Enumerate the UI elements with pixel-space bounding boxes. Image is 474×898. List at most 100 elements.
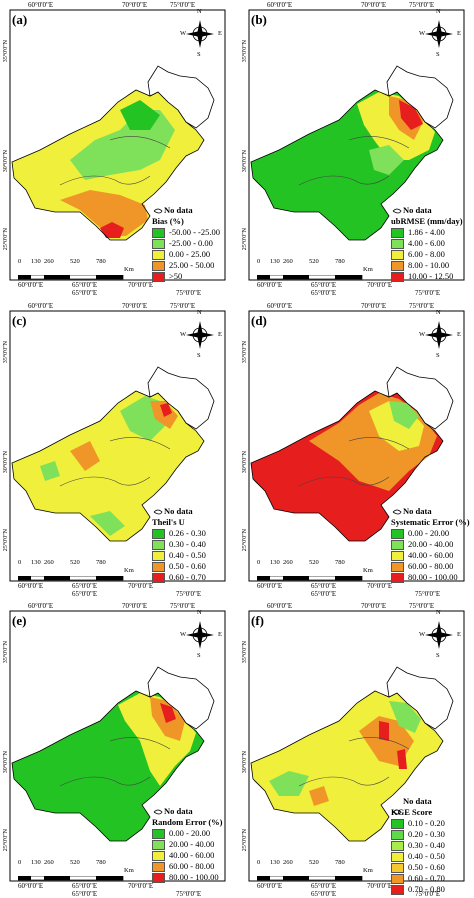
top-coord-label: 70°0'0"E [361, 1, 387, 9]
legend-swatch [391, 572, 404, 583]
top-coord-label: 75°0'0"E [170, 302, 196, 310]
panel-label: (a) [12, 12, 28, 27]
legend-title: Bias (%) [152, 215, 184, 226]
bottom-coord-label: 65°0'0"E [311, 582, 337, 590]
legend-row: 4.00 - 6.00 [391, 238, 463, 249]
legend-class-label: 8.00 - 10.00 [408, 260, 450, 271]
map-frame [9, 310, 226, 582]
legend-row: 6.00 - 8.00 [391, 249, 463, 260]
legend-row: 60.00 - 80.00 [391, 561, 470, 572]
legend-class-label: 0.30 - 0.40 [408, 840, 445, 851]
legend-swatch [152, 539, 165, 550]
left-coord-label: 35°0'0"N [3, 40, 9, 63]
legend-swatch [152, 271, 165, 282]
legend-row: 20.00 - 40.00 [391, 539, 470, 550]
legend-class-label: 60.00 - 80.00 [408, 561, 454, 572]
no-data-label: No data [164, 506, 193, 516]
compass-w-label: W [419, 30, 426, 37]
scale-unit: Km [124, 867, 134, 874]
legend-class-label: -25.00 - 0.00 [169, 238, 213, 249]
scale-tick-label: 780 [335, 859, 345, 866]
bottom-coord-label: 60°0'0"E [18, 882, 44, 890]
bottom-coord-label: 70°0'0"E [128, 281, 154, 289]
scale-unit: Km [363, 867, 373, 874]
compass-e-label: E [218, 30, 222, 37]
bottom-coord-label: 70°0'0"E [367, 281, 393, 289]
scale-tick-label: 260 [44, 559, 54, 566]
scale-tick-label: 520 [70, 258, 80, 265]
scale-tick-label: 520 [309, 859, 319, 866]
top-coord-label: 70°0'0"E [361, 602, 387, 610]
bottom-coord-label: 75°0'0"E [176, 890, 202, 898]
no-data-label: No data [164, 205, 193, 215]
legend-class-label: 0.30 - 0.40 [169, 539, 206, 550]
bottom-coord-label: 65°0'0"E [72, 281, 98, 289]
scale-tick-label: 130 [270, 859, 280, 866]
scale-tick-label: 0 [257, 258, 261, 265]
legend-swatch [391, 271, 404, 282]
compass-icon [186, 20, 214, 48]
left-coord-label: 25°0'0"N [3, 529, 9, 552]
scale-bar-graphic [256, 575, 363, 581]
legend-row: 0.20 - 0.30 [391, 829, 445, 840]
bottom-coord-label: 75°0'0"E [176, 289, 202, 297]
map-panel-3: (c) N S E W 60°0'0"E 70°0'0"E 75°0'0"E 60°0'0"E 6… [0, 301, 235, 598]
scale-tick-label: 0 [18, 859, 22, 866]
legend-title: Random Error (%) [152, 816, 223, 827]
scale-bar: 0 130 260 520 780 Km [17, 859, 138, 887]
left-coord-label: 35°0'0"N [242, 641, 248, 664]
legend-row: 10.00 - 12.50 [391, 271, 463, 282]
scale-tick-label: 130 [31, 258, 41, 265]
legend: No data Bias (%) -50.00 - -25.00 -25.00 -… [152, 206, 220, 282]
scale-tick-label: 520 [70, 559, 80, 566]
bottom-coord-label: 65°0'0"E [72, 289, 98, 297]
legend-swatch [391, 873, 404, 884]
bottom-coord-label: 65°0'0"E [311, 890, 337, 898]
legend-row: 1.86 - 4.00 [391, 227, 463, 238]
bottom-coord-label: 65°0'0"E [72, 590, 98, 598]
legend-row: 0.30 - 0.40 [391, 840, 445, 851]
map-panel-1: (a) N S E W 60°0'0"E 70°0'0"E 75°0'0"E 60°0'0"E 6… [0, 0, 235, 297]
compass-w-label: W [419, 331, 426, 338]
no-data-label: No data [403, 205, 432, 215]
scale-tick-label: 520 [309, 258, 319, 265]
panel-label: (b) [251, 12, 267, 27]
legend-class-label: 20.00 - 40.00 [169, 839, 215, 850]
legend-row: 0.50 - 0.60 [152, 561, 206, 572]
no-data-label: No data [164, 806, 193, 816]
compass-icon [186, 621, 214, 649]
bottom-coord-label: 65°0'0"E [72, 890, 98, 898]
bottom-coord-label: 70°0'0"E [128, 882, 154, 890]
scale-tick-label: 520 [70, 859, 80, 866]
scale-tick-label: 520 [309, 559, 319, 566]
left-coord-label: 30°0'0"N [242, 751, 248, 774]
left-coord-label: 25°0'0"N [3, 228, 9, 251]
legend-class-label: 0.70 - 0.80 [408, 884, 445, 895]
compass-s-label: S [197, 652, 201, 659]
legend-row: 80.00 - 100.00 [391, 572, 470, 583]
legend-class-label: 20.00 - 40.00 [408, 539, 454, 550]
top-coord-label: 70°0'0"E [122, 1, 148, 9]
bottom-coord-label: 65°0'0"E [72, 882, 98, 890]
no-data-label: No data [403, 796, 432, 806]
scale-tick-label: 260 [44, 258, 54, 265]
compass-s-label: S [436, 51, 440, 58]
legend-swatch [391, 539, 404, 550]
scale-tick-label: 780 [96, 258, 106, 265]
legend-swatch [152, 861, 165, 872]
legend-row: 0.50 - 0.60 [391, 862, 445, 873]
map-frame [248, 9, 465, 281]
legend-swatch [152, 227, 165, 238]
scale-tick-label: 260 [283, 258, 293, 265]
scale-bar: 0 130 260 520 780 Km [256, 559, 377, 587]
map-frame [9, 610, 226, 882]
map-panel-6: (f) N S E W 60°0'0"E 70°0'0"E 75°0'0"E 60°0'0"E 6… [239, 601, 474, 898]
legend-swatch [391, 260, 404, 271]
map-frame [248, 610, 465, 882]
legend-swatch [391, 528, 404, 539]
legend-title: Theil's U [152, 516, 185, 527]
compass-e-label: E [218, 331, 222, 338]
legend-class-label: -50.00 - -25.00 [169, 227, 220, 238]
scale-bar: 0 130 260 520 780 Km [17, 559, 138, 587]
legend: No data Random Error (%) 0.00 - 20.00 20.… [152, 807, 223, 883]
